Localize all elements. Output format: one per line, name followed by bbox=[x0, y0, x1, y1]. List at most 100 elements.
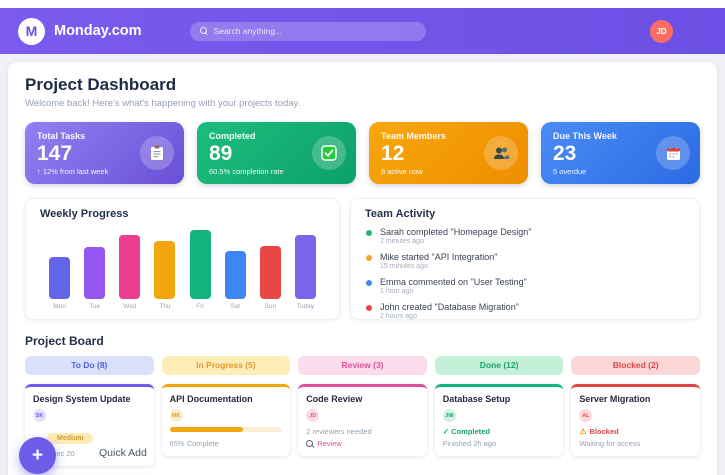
stat-value: 147 bbox=[37, 142, 73, 165]
bar-today: Today bbox=[288, 227, 323, 311]
plus-icon: + bbox=[31, 444, 44, 466]
project-board: To Do (8) Design System Update SK Medium… bbox=[25, 356, 700, 475]
stat-value: 12 bbox=[381, 142, 405, 165]
completed-status: ✓ Completed bbox=[442, 427, 490, 436]
column-header-blocked: Blocked (2) bbox=[571, 356, 700, 375]
column-header-review: Review (3) bbox=[298, 356, 427, 375]
review-tag: Review bbox=[306, 439, 419, 448]
stat-sub: 60.5% completion rate bbox=[209, 167, 284, 177]
app-logo[interactable]: M bbox=[18, 17, 45, 45]
page-title: Project Dashboard bbox=[25, 75, 177, 94]
stat-sub: ↑ 12% from last week bbox=[37, 167, 109, 177]
stat-card-due-this-week: Due This Week 23 5 overdue bbox=[541, 122, 700, 184]
activity-text: John created "Database Migration" bbox=[380, 302, 519, 312]
status-dot bbox=[366, 230, 372, 236]
column-header-done: Done (12) bbox=[434, 356, 564, 375]
stat-sub: 5 overdue bbox=[553, 167, 587, 177]
stat-card-total-tasks: Total Tasks 147 ↑ 12% from last week bbox=[25, 122, 184, 184]
task-card-server-migration[interactable]: Server Migration AL ⚠ Blocked Waiting fo… bbox=[571, 384, 700, 456]
stat-value: 23 bbox=[553, 142, 577, 165]
activity-time: 1 hour ago bbox=[380, 288, 414, 295]
column-blocked: Blocked (2) Server Migration AL ⚠ Blocke… bbox=[571, 356, 700, 475]
board-title: Project Board bbox=[25, 334, 104, 348]
activity-text: Emma commented on "User Testing" bbox=[380, 277, 527, 287]
task-card-database-setup[interactable]: Database Setup JW ✓ Completed Finished 2… bbox=[434, 384, 564, 456]
blocked-status: ⚠ Blocked bbox=[579, 427, 692, 436]
stats-row: Total Tasks 147 ↑ 12% from last week Com… bbox=[25, 122, 700, 184]
priority-badge: Medium bbox=[47, 433, 94, 444]
progress-label: 65% Complete bbox=[169, 439, 219, 448]
middle-row: Weekly Progress Mon Tue Wed Thu Fri Sat Sun Tod… bbox=[25, 198, 700, 320]
task-card-api-documentation[interactable]: API Documentation MK 65% Complete bbox=[161, 384, 291, 456]
weekly-progress-panel: Weekly Progress Mon Tue Wed Thu Fri Sat Sun Tod… bbox=[25, 198, 340, 320]
chart-title: Weekly Progress bbox=[40, 208, 129, 220]
activity-time: 2 hours ago bbox=[380, 313, 417, 320]
task-card-code-review[interactable]: Code Review JD 2 reviewers needed Review bbox=[298, 384, 427, 456]
activity-item: Emma commented on "User Testing" 1 hour … bbox=[365, 277, 685, 295]
column-in-progress: In Progress (5) API Documentation MK 65%… bbox=[161, 356, 291, 475]
team-activity-panel: Team Activity Sarah completed "Homepage … bbox=[350, 198, 700, 320]
column-review: Review (3) Code Review JD 2 reviewers ne… bbox=[298, 356, 427, 475]
bar-wed: Wed bbox=[112, 227, 147, 311]
quick-add-button[interactable]: + bbox=[19, 437, 56, 474]
assignee-avatar: JW bbox=[442, 409, 456, 422]
bar-fri: Fri bbox=[183, 227, 218, 311]
status-dot bbox=[366, 280, 372, 286]
activity-list: Sarah completed "Homepage Design" 2 minu… bbox=[365, 227, 685, 320]
status-label: Blocked bbox=[589, 427, 619, 436]
task-title: Code Review bbox=[306, 394, 363, 404]
activity-text: Mike started "API Integration" bbox=[380, 252, 498, 262]
tag-label: Review bbox=[317, 439, 342, 448]
progress-fill bbox=[169, 427, 243, 432]
assignee-avatar: MK bbox=[169, 409, 183, 422]
status-dot bbox=[366, 305, 372, 311]
activity-title: Team Activity bbox=[365, 208, 436, 220]
activity-item: John created "Database Migration" 2 hour… bbox=[365, 302, 685, 320]
user-avatar[interactable]: JD bbox=[650, 19, 673, 43]
weekly-progress-chart: Mon Tue Wed Thu Fri Sat Sun Today bbox=[40, 227, 325, 311]
activity-item: Mike started "API Integration" 15 minute… bbox=[365, 252, 685, 270]
search-placeholder: Search anything... bbox=[213, 26, 283, 36]
assignee-avatar: SK bbox=[33, 409, 46, 422]
magnifier-icon bbox=[306, 439, 314, 448]
task-title: Database Setup bbox=[442, 394, 511, 404]
progress-bar bbox=[169, 427, 283, 432]
activity-item: Sarah completed "Homepage Design" 2 minu… bbox=[365, 227, 685, 245]
activity-time: 15 minutes ago bbox=[380, 263, 428, 270]
task-title: API Documentation bbox=[169, 394, 253, 404]
bar-sat: Sat bbox=[218, 227, 253, 311]
bar-thu: Thu bbox=[147, 227, 182, 311]
stat-card-completed: Completed 89 60.5% completion rate bbox=[197, 122, 356, 184]
task-title: Design System Update bbox=[33, 394, 131, 404]
page-subtitle: Welcome back! Here's what's happening wi… bbox=[25, 98, 301, 109]
activity-text: Sarah completed "Homepage Design" bbox=[380, 227, 532, 237]
bar-sun: Sun bbox=[253, 227, 288, 311]
check-icon bbox=[312, 136, 346, 170]
app-name: Monday.com bbox=[54, 23, 142, 39]
assignee-avatar: AL bbox=[579, 409, 593, 422]
bar-mon: Mon bbox=[42, 227, 77, 311]
main-panel: Project Dashboard Welcome back! Here's w… bbox=[8, 62, 717, 475]
reviewers-note: 2 reviewers needed bbox=[306, 427, 372, 436]
column-header-todo: To Do (8) bbox=[25, 356, 154, 375]
people-icon bbox=[484, 136, 518, 170]
stat-sub: 8 active now bbox=[381, 167, 423, 177]
task-title: Server Migration bbox=[579, 394, 651, 404]
top-strip bbox=[0, 0, 725, 8]
calendar-icon bbox=[656, 136, 690, 170]
bar-tue: Tue bbox=[77, 227, 112, 311]
column-header-in-progress: In Progress (5) bbox=[161, 356, 291, 375]
stat-label: Total Tasks bbox=[37, 131, 86, 141]
blocked-note: Waiting for access bbox=[579, 439, 641, 448]
stat-card-team-members: Team Members 12 8 active now bbox=[369, 122, 528, 184]
column-done: Done (12) Database Setup JW ✓ Completed … bbox=[434, 356, 564, 475]
clipboard-icon bbox=[140, 136, 174, 170]
assignee-avatar: JD bbox=[306, 409, 320, 422]
stat-label: Due This Week bbox=[553, 131, 617, 141]
warning-icon: ⚠ bbox=[579, 426, 587, 436]
stat-label: Completed bbox=[209, 131, 256, 141]
search-icon bbox=[199, 27, 208, 35]
finished-note: Finished 2h ago bbox=[442, 439, 497, 448]
search-input[interactable]: Search anything... bbox=[189, 21, 426, 41]
activity-time: 2 minutes ago bbox=[380, 238, 424, 245]
